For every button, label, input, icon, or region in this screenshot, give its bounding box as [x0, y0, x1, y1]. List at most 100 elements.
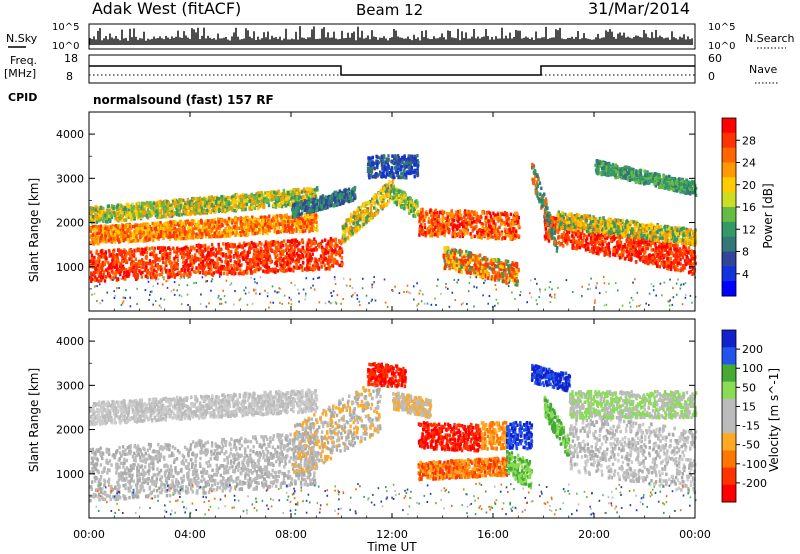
data-cell — [334, 192, 337, 197]
data-cell — [283, 214, 286, 218]
data-cell — [277, 242, 280, 247]
data-cell — [115, 224, 118, 228]
data-cell — [252, 255, 255, 259]
data-cell — [337, 202, 340, 207]
data-cell — [223, 205, 226, 210]
data-cell — [110, 230, 113, 234]
data-cell — [241, 222, 245, 226]
data-cell — [105, 240, 108, 244]
data-cell — [340, 260, 343, 265]
data-cell — [136, 201, 140, 206]
data-cell — [104, 226, 107, 230]
data-cell — [124, 255, 127, 260]
data-cell — [139, 249, 142, 253]
data-cell — [328, 199, 331, 203]
data-cell — [203, 201, 207, 205]
data-cell — [135, 236, 139, 241]
data-cell — [191, 219, 194, 223]
data-cell — [197, 244, 200, 248]
data-cell — [233, 260, 236, 264]
data-cell — [154, 221, 157, 225]
data-cell — [287, 199, 291, 204]
data-cell — [334, 203, 337, 208]
data-cell — [169, 220, 172, 224]
data-cell — [308, 252, 311, 256]
data-cell — [170, 209, 173, 213]
data-cell — [121, 264, 125, 269]
data-cell — [230, 250, 233, 254]
data-cell — [218, 234, 221, 239]
data-cell — [281, 226, 285, 230]
data-cell — [208, 260, 212, 265]
data-cell — [204, 234, 208, 239]
data-cell — [267, 192, 270, 196]
data-cell — [160, 265, 163, 269]
data-cell — [333, 257, 336, 262]
data-cell — [285, 193, 289, 198]
data-cell — [164, 261, 167, 266]
data-cell — [149, 266, 152, 271]
data-cell — [285, 215, 288, 219]
data-cell — [234, 217, 237, 221]
data-cell — [261, 215, 264, 220]
data-cell — [111, 276, 114, 281]
data-cell — [173, 201, 176, 206]
data-cell — [234, 271, 237, 276]
data-cell — [95, 220, 98, 224]
data-cell — [223, 234, 227, 239]
data-cell — [219, 234, 222, 239]
data-cell — [149, 201, 152, 205]
data-cell — [166, 209, 169, 214]
data-cell — [179, 204, 182, 208]
data-cell — [350, 212, 353, 217]
data-cell — [295, 262, 298, 267]
data-cell — [114, 271, 118, 275]
data-cell — [238, 259, 241, 263]
data-cell — [344, 231, 347, 235]
data-cell — [145, 213, 148, 218]
data-cell — [132, 213, 135, 218]
data-cell — [291, 223, 294, 228]
data-cell — [156, 221, 160, 225]
data-cell — [188, 274, 191, 279]
data-cell — [280, 197, 283, 202]
data-cell — [188, 254, 191, 259]
nsky-frame — [88, 23, 696, 50]
data-cell — [330, 247, 333, 251]
data-cell — [111, 225, 114, 230]
data-cell — [145, 250, 149, 255]
data-cell — [156, 226, 160, 230]
data-cell — [150, 202, 154, 207]
data-cell — [185, 245, 188, 249]
data-cell — [180, 221, 184, 226]
data-cell — [309, 192, 312, 197]
data-cell — [162, 214, 165, 219]
data-cell — [170, 204, 173, 208]
data-cell — [297, 191, 301, 196]
data-cell — [315, 248, 318, 252]
data-cell — [125, 223, 128, 228]
data-cell — [217, 205, 221, 209]
data-cell — [236, 205, 239, 209]
data-cell — [408, 205, 412, 209]
data-cell — [231, 205, 234, 210]
data-cell — [325, 248, 328, 252]
data-cell — [300, 195, 303, 200]
data-cell — [384, 195, 387, 200]
data-cell — [280, 240, 283, 245]
data-cell — [322, 200, 325, 204]
data-cell — [239, 201, 242, 206]
data-cell — [252, 252, 256, 257]
data-cell — [195, 202, 198, 206]
data-cell — [299, 216, 302, 220]
data-cell — [324, 195, 328, 199]
data-cell — [303, 196, 307, 200]
data-cell — [344, 237, 347, 241]
data-cell — [317, 266, 320, 270]
data-cell — [173, 248, 176, 253]
data-cell — [291, 190, 295, 195]
data-cell — [262, 198, 266, 203]
data-cell — [184, 204, 187, 209]
data-cell — [158, 258, 161, 262]
data-cell — [297, 253, 301, 258]
